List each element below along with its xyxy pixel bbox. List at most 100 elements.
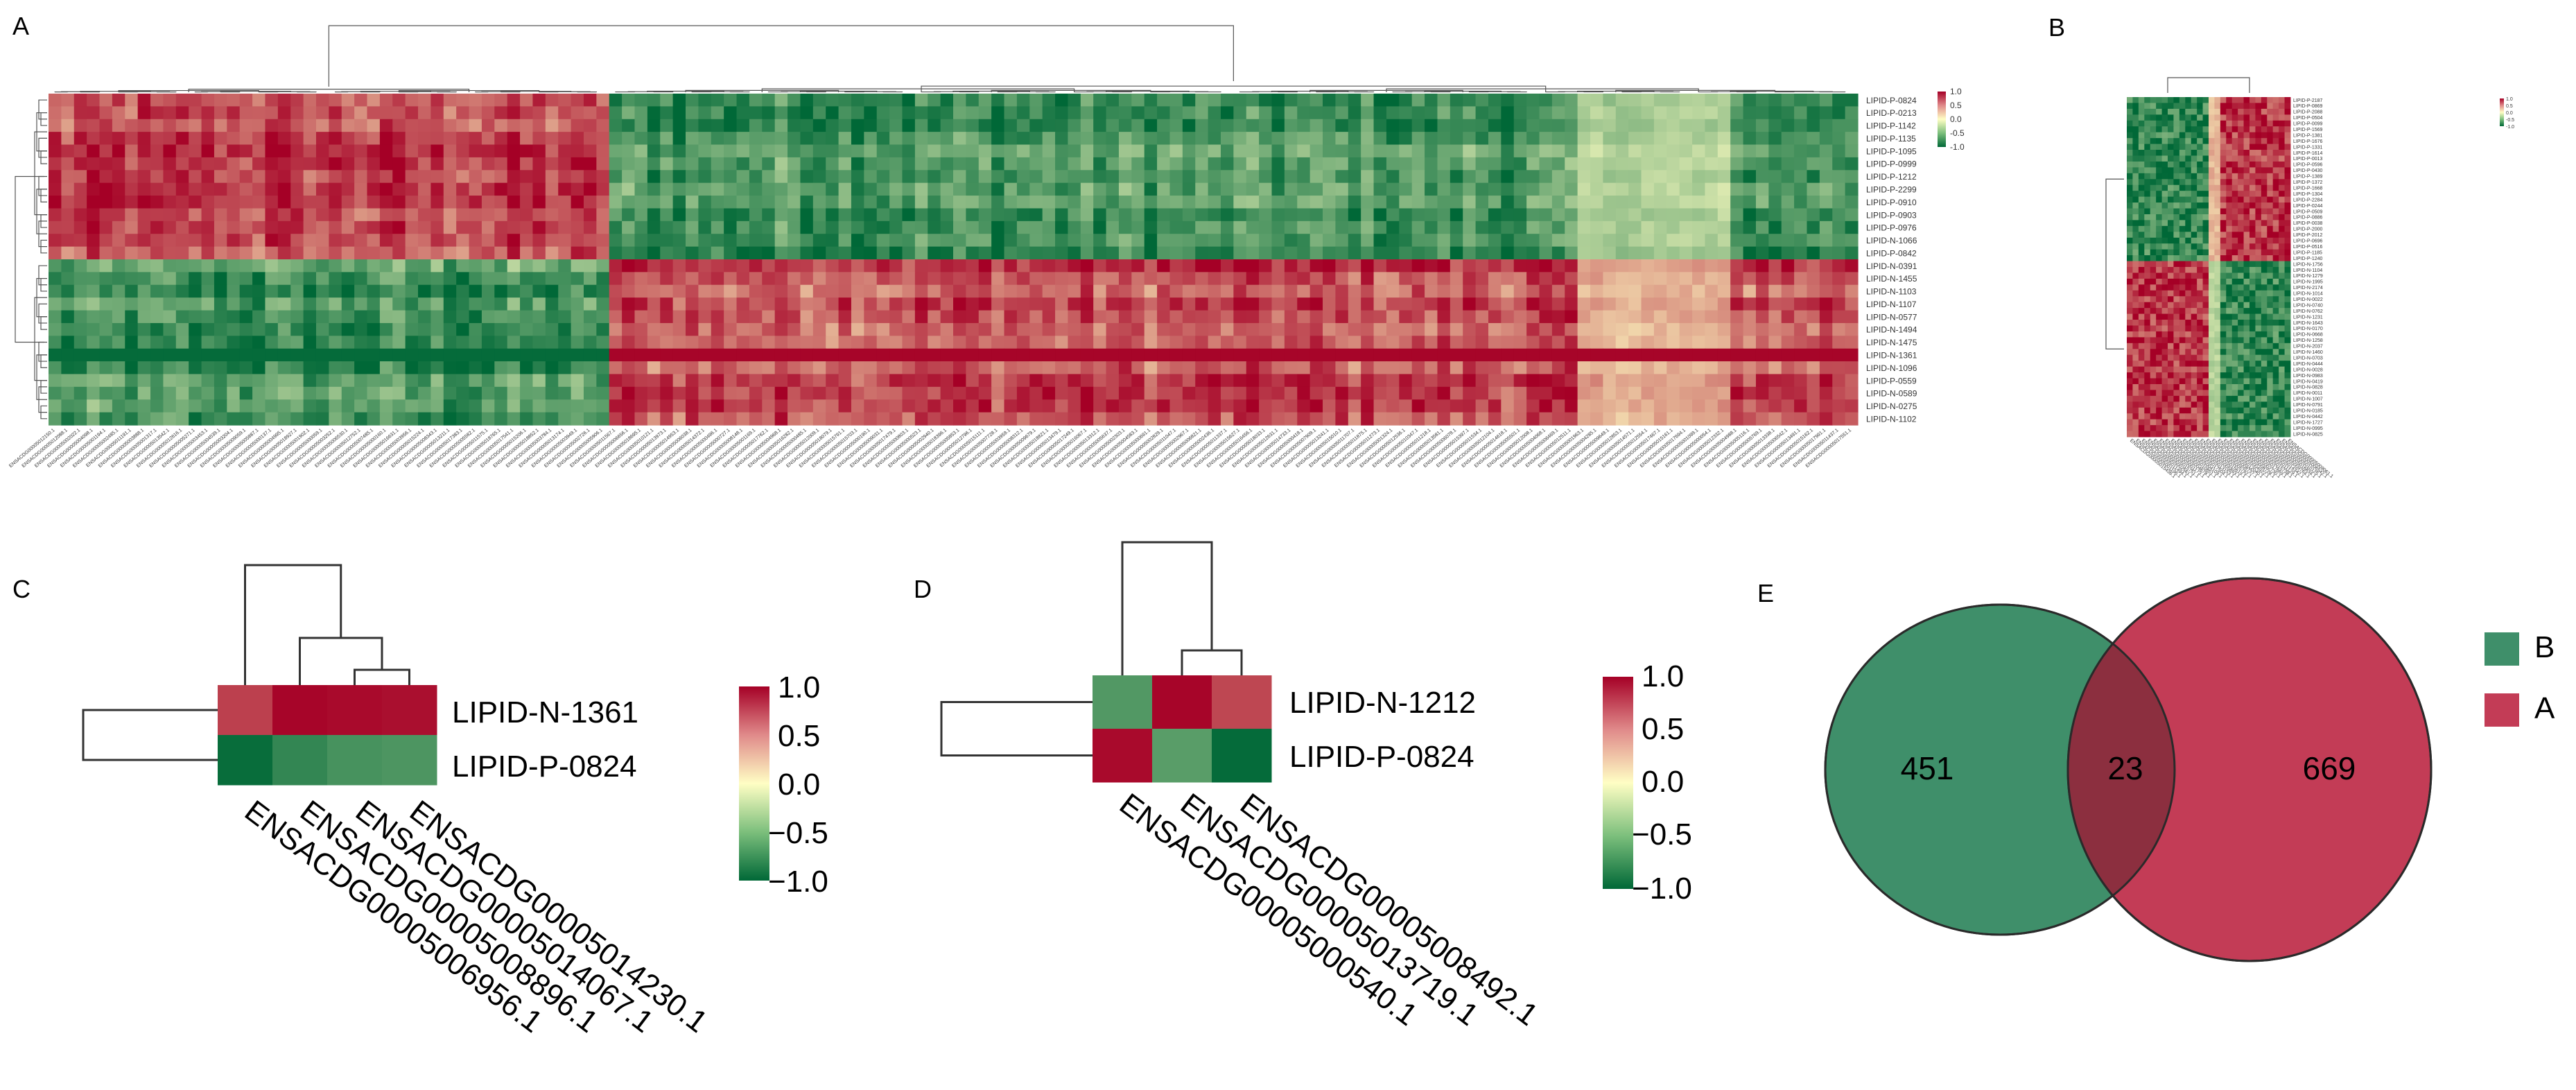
heatmap-b-cell bbox=[2261, 138, 2268, 145]
heatmap-a-cell bbox=[303, 336, 317, 349]
heatmap-a-cell bbox=[672, 361, 686, 375]
heatmap-a-cell bbox=[252, 182, 266, 196]
heatmap-a-cell bbox=[1539, 336, 1553, 349]
heatmap-a-cell bbox=[201, 272, 215, 286]
heatmap-a-cell bbox=[532, 272, 546, 286]
heatmap-a-cell bbox=[532, 348, 546, 362]
heatmap-b-cell bbox=[2220, 108, 2227, 115]
heatmap-a-cell bbox=[736, 220, 750, 234]
heatmap-b-cell bbox=[2249, 97, 2256, 103]
heatmap-b-cell bbox=[2127, 308, 2133, 315]
heatmap-a-cell bbox=[889, 106, 903, 120]
heatmap-a-cell bbox=[686, 234, 699, 248]
heatmap-a-cell bbox=[112, 386, 125, 400]
heatmap-b-cell bbox=[2197, 138, 2204, 145]
heatmap-b-cell bbox=[2272, 308, 2279, 315]
heatmap-b-cell bbox=[2226, 225, 2233, 232]
heatmap-a-cell bbox=[430, 246, 444, 260]
heatmap-a-cell bbox=[634, 399, 648, 413]
heatmap-a-cell bbox=[583, 157, 597, 171]
heatmap-a-cell bbox=[49, 297, 62, 311]
heatmap-a-cell bbox=[864, 374, 878, 388]
heatmap-a-cell bbox=[672, 119, 686, 132]
heatmap-a-cell bbox=[647, 272, 661, 286]
heatmap-a-cell bbox=[571, 310, 584, 324]
heatmap-a-cell bbox=[1029, 182, 1043, 196]
heatmap-a-cell bbox=[303, 208, 317, 222]
heatmap-a-cell bbox=[902, 399, 916, 413]
heatmap-a-cell bbox=[583, 259, 597, 272]
heatmap-a-cell bbox=[303, 322, 317, 336]
heatmap-a-cell bbox=[1526, 297, 1540, 311]
heatmap-a-cell bbox=[1615, 336, 1629, 349]
heatmap-a-cell bbox=[481, 119, 495, 132]
heatmap-a-cell bbox=[991, 94, 1005, 107]
heatmap-a-cell bbox=[609, 272, 623, 286]
heatmap-b-cell bbox=[2202, 325, 2209, 332]
heatmap-a-cell bbox=[507, 272, 521, 286]
heatmap-a-cell bbox=[392, 284, 406, 298]
heatmap-a-cell bbox=[762, 182, 776, 196]
heatmap-a-cell bbox=[1513, 170, 1527, 184]
heatmap-a-cell bbox=[545, 336, 559, 349]
heatmap-a-cell bbox=[290, 246, 304, 260]
heatmap-a-cell bbox=[787, 132, 801, 146]
heatmap-a-cell bbox=[367, 386, 381, 400]
heatmap-a-cell bbox=[1335, 144, 1349, 158]
heatmap-a-cell bbox=[61, 412, 75, 426]
heatmap-a-cell bbox=[647, 399, 661, 413]
heatmap-a-cell bbox=[354, 297, 368, 311]
heatmap-b-cell bbox=[2191, 202, 2198, 209]
heatmap-a-cell bbox=[876, 196, 890, 209]
heatmap-a-cell bbox=[1080, 259, 1094, 272]
heatmap-b-cell bbox=[2132, 302, 2139, 309]
heatmap-a-cell bbox=[864, 157, 878, 171]
heatmap-b-cell bbox=[2238, 214, 2245, 220]
heatmap-b-cell bbox=[2144, 249, 2151, 256]
heatmap-a-cell bbox=[902, 144, 916, 158]
heatmap-a-cell bbox=[1781, 132, 1795, 146]
heatmap-a-cell bbox=[201, 119, 215, 132]
heatmap-a-cell bbox=[724, 157, 738, 171]
heatmap-a-cell bbox=[1106, 144, 1120, 158]
heatmap-a-cell bbox=[520, 272, 534, 286]
heatmap-a-cell bbox=[596, 374, 610, 388]
heatmap-a-cell bbox=[239, 361, 253, 375]
heatmap-a-cell bbox=[571, 170, 584, 184]
heatmap-a-cell bbox=[1832, 348, 1846, 362]
heatmap-a-cell bbox=[1628, 119, 1642, 132]
heatmap-a-cell bbox=[61, 322, 75, 336]
heatmap-b-cell bbox=[2168, 97, 2174, 103]
heatmap-a-cell bbox=[392, 348, 406, 362]
heatmap-a-cell bbox=[1743, 144, 1757, 158]
heatmap-a-cell bbox=[1297, 399, 1311, 413]
heatmap-a-cell bbox=[762, 310, 776, 324]
heatmap-a-cell bbox=[1259, 170, 1273, 184]
heatmap-a-cell bbox=[1373, 374, 1387, 388]
heatmap-a-cell bbox=[125, 348, 139, 362]
heatmap-a-cell bbox=[1348, 182, 1361, 196]
heatmap-a-cell bbox=[1615, 348, 1629, 362]
heatmap-b-cell bbox=[2220, 155, 2227, 162]
heatmap-a-cell bbox=[724, 259, 738, 272]
heatmap-b-cell bbox=[2226, 214, 2233, 220]
heatmap-a-cell bbox=[1590, 386, 1603, 400]
heatmap-a-cell bbox=[1743, 348, 1757, 362]
heatmap-a-cell bbox=[418, 348, 432, 362]
heatmap-b-cell bbox=[2279, 214, 2286, 220]
heatmap-a-cell bbox=[545, 272, 559, 286]
heatmap-a-cell bbox=[609, 157, 623, 171]
heatmap-a-cell bbox=[150, 196, 164, 209]
heatmap-a-cell bbox=[315, 374, 329, 388]
heatmap-a-cell bbox=[1361, 310, 1375, 324]
heatmap-a-cell bbox=[494, 182, 508, 196]
heatmap-a-cell bbox=[443, 310, 457, 324]
heatmap-a-cell bbox=[227, 259, 241, 272]
heatmap-a-cell bbox=[1080, 336, 1094, 349]
heatmap-a-cell bbox=[864, 182, 878, 196]
heatmap-a-cell bbox=[443, 182, 457, 196]
heatmap-b-cell bbox=[2220, 161, 2227, 168]
heatmap-b-cell bbox=[2284, 249, 2291, 256]
heatmap-a-cell bbox=[724, 220, 738, 234]
heatmap-b-cell bbox=[2202, 237, 2209, 244]
